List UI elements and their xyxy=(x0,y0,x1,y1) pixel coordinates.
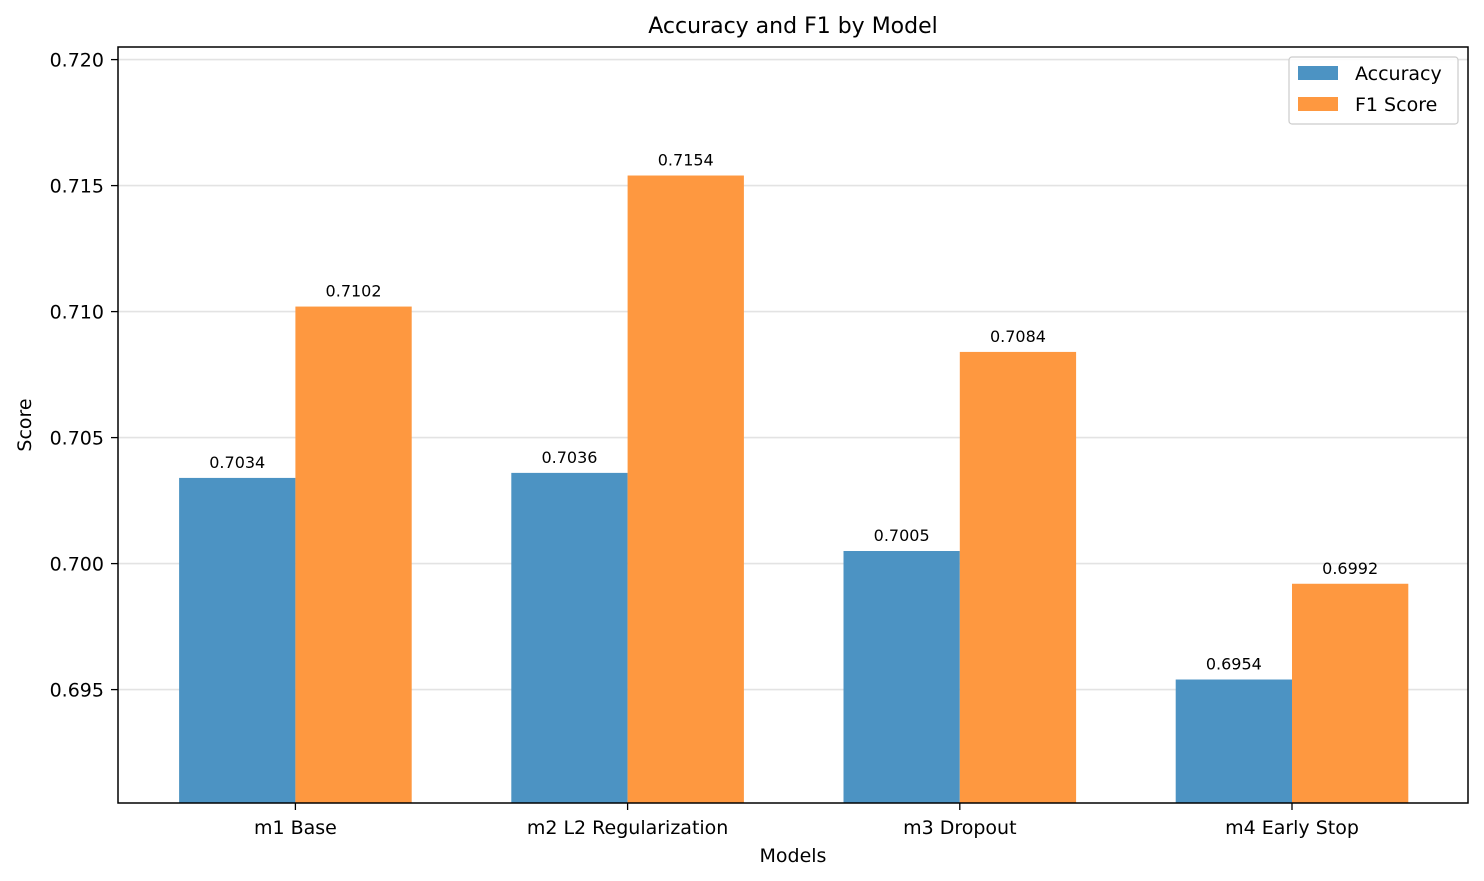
data-label-accuracy-m3-dropout: 0.7005 xyxy=(874,526,930,545)
data-labels: 0.7034 0.7102 0.7036 0.7154 0.7005 0.7084 0.69… xyxy=(209,151,1378,674)
y-axis-label: Score xyxy=(14,398,36,451)
bar-f1-score-m2-l2-regularization xyxy=(627,175,744,803)
x-tick-label-m3-dropout: m3 Dropout xyxy=(903,817,1016,839)
bar-f1-score-m3-dropout xyxy=(959,351,1077,803)
data-label-accuracy-m4-early-stop: 0.6954 xyxy=(1206,655,1262,674)
y-tick-label: 0.710 xyxy=(50,302,104,324)
legend-label-accuracy: Accuracy xyxy=(1355,63,1442,85)
y-tick-label: 0.700 xyxy=(50,554,104,576)
y-tick-label: 0.715 xyxy=(50,176,104,198)
x-axis: m1 Base m2 L2 Regularization m3 Dropout m4 … xyxy=(254,803,1359,839)
x-tick-label-m2-l2-regularization: m2 L2 Regularization xyxy=(527,817,729,839)
legend-swatch-f1-score xyxy=(1298,97,1338,111)
x-axis-label: Models xyxy=(760,845,827,867)
y-tick-label: 0.720 xyxy=(50,50,104,72)
y-tick-label: 0.695 xyxy=(50,680,104,702)
data-label-f1-score-m2-l2-regularization: 0.7154 xyxy=(658,151,714,170)
bar-accuracy-m2-l2-regularization xyxy=(511,472,628,803)
bar-accuracy-m4-early-stop xyxy=(1175,679,1292,803)
bars xyxy=(179,175,1409,803)
legend-label-f1-score: F1 Score xyxy=(1355,94,1437,116)
data-label-f1-score-m3-dropout: 0.7084 xyxy=(990,327,1046,346)
x-tick-label-m1-base: m1 Base xyxy=(254,817,337,839)
bar-accuracy-m1-base xyxy=(179,477,296,803)
y-axis: 0.695 0.700 0.705 0.710 0.715 0.720 xyxy=(50,50,118,702)
bar-accuracy-m3-dropout xyxy=(843,551,960,803)
bar-f1-score-m1-base xyxy=(295,306,412,803)
legend: Accuracy F1 Score xyxy=(1288,56,1459,125)
x-tick-label-m4-early-stop: m4 Early Stop xyxy=(1225,817,1359,839)
chart-title: Accuracy and F1 by Model xyxy=(648,14,938,39)
data-label-f1-score-m4-early-stop: 0.6992 xyxy=(1322,559,1378,578)
bar-f1-score-m4-early-stop xyxy=(1292,583,1409,803)
plot-frame xyxy=(117,46,1469,804)
data-label-f1-score-m1-base: 0.7102 xyxy=(326,282,382,301)
y-tick-label: 0.705 xyxy=(50,428,104,450)
data-label-accuracy-m1-base: 0.7034 xyxy=(209,453,265,472)
data-label-accuracy-m2-l2-regularization: 0.7036 xyxy=(541,448,597,467)
legend-swatch-accuracy xyxy=(1298,66,1338,80)
